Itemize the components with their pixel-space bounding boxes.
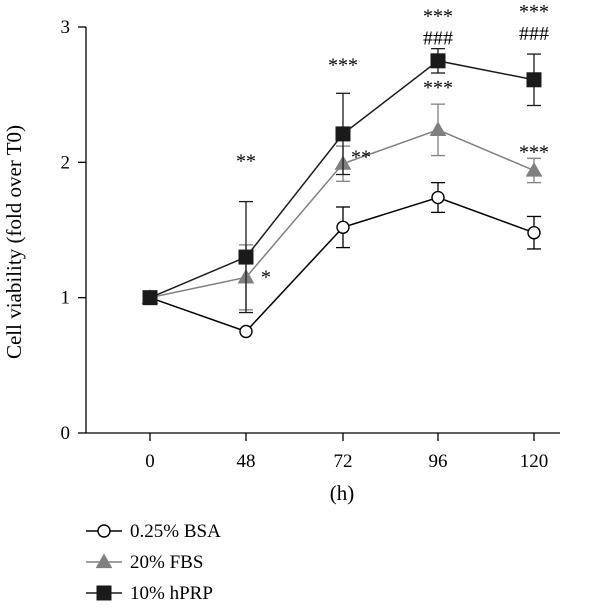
legend-marker-1 — [95, 553, 113, 569]
x-tick-label-2: 72 — [334, 451, 353, 472]
x-axis-label: (h) — [330, 481, 355, 505]
series-2-annotation-3: *** ### — [423, 6, 453, 50]
series-2-point-2 — [335, 126, 351, 142]
x-tick-label-1: 48 — [237, 451, 256, 472]
series-0-point-2 — [336, 220, 350, 234]
series-0-point-4 — [527, 226, 541, 240]
series-0-line — [149, 196, 535, 333]
series-1-annotation-4: *** — [519, 141, 549, 163]
series-2-annotation-2-line-0: *** — [328, 54, 358, 76]
legend-marker-2 — [96, 585, 112, 601]
legend-label-2: 10% hPRP — [130, 583, 213, 604]
series-1-annotation-4-line-0: *** — [519, 141, 549, 163]
axes: 0 1 2 3 0 48 72 96 120 (h) Cell viability (fold ov… — [2, 17, 560, 505]
legend-entry-0: 0.25% BSA — [86, 521, 221, 542]
series-2-annotation-4-line-1: ### — [519, 23, 549, 45]
series-1-annotation-2: ** — [351, 147, 371, 169]
series-layer: ***************** ###*** ### — [141, 1, 549, 339]
series-2-annotation-3-line-0: *** — [423, 6, 453, 28]
legend: 0.25% BSA 20% FBS 10% hPRP — [86, 521, 221, 604]
legend-label-1: 20% FBS — [130, 552, 203, 573]
series-2-line — [149, 60, 535, 299]
series-2: ******** ###*** ### — [142, 1, 549, 314]
legend-marker-0 — [97, 524, 111, 538]
series-2-annotation-2: *** — [328, 54, 358, 76]
series-2-annotation-4: *** ### — [519, 1, 549, 45]
y-tick-label-3: 3 — [61, 17, 71, 38]
series-2-point-1 — [238, 249, 254, 265]
series-1-annotation-1: * — [261, 266, 271, 288]
series-2-point-0 — [142, 290, 158, 306]
series-1-point-3 — [429, 121, 447, 136]
y-axis-label: Cell viability (fold over T0) — [2, 125, 26, 359]
x-tick-label-0: 0 — [145, 451, 155, 472]
legend-entry-2: 10% hPRP — [86, 583, 213, 604]
x-tick-label-3: 96 — [429, 451, 448, 472]
series-2-annotation-4-line-0: *** — [519, 1, 549, 23]
x-tick-label-4: 120 — [520, 451, 549, 472]
series-1-annotation-1-line-0: * — [261, 266, 271, 288]
series-2-annotation-3-line-1: ### — [423, 28, 453, 50]
series-0 — [143, 181, 541, 339]
y-tick-label-1: 1 — [61, 288, 71, 309]
legend-label-0: 0.25% BSA — [130, 521, 221, 542]
series-1-point-4 — [525, 161, 543, 177]
series-2-annotation-1-line-0: ** — [236, 151, 256, 173]
series-0-point-1 — [239, 324, 253, 339]
series-0-point-3 — [431, 190, 445, 205]
series-1-annotation-2-line-0: ** — [351, 147, 371, 169]
series-2-point-3 — [430, 53, 446, 69]
y-tick-label-0: 0 — [61, 423, 71, 444]
series-2-point-4 — [526, 72, 542, 88]
series-1-annotation-3: *** — [423, 77, 453, 99]
series-2-annotation-1: ** — [236, 151, 256, 173]
y-tick-label-2: 2 — [61, 152, 71, 173]
legend-entry-1: 20% FBS — [86, 552, 203, 573]
series-1-annotation-3-line-0: *** — [423, 77, 453, 99]
